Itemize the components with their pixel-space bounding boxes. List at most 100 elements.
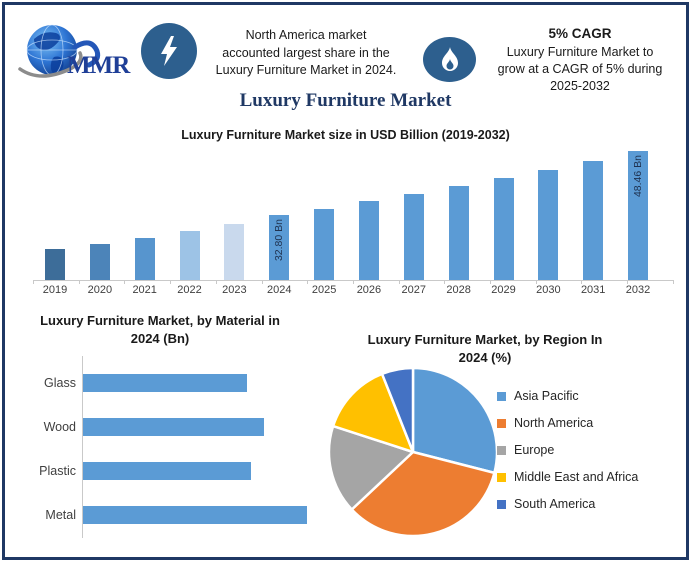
x-axis-label-2031: 2031: [580, 284, 606, 296]
bar-2027: [403, 194, 424, 280]
axis-tick: [352, 280, 354, 284]
axis-tick: [627, 280, 629, 284]
page-title: Luxury Furniture Market: [239, 90, 452, 111]
axis-tick: [170, 280, 172, 284]
cagr-note-line3: 2025-2032: [550, 79, 610, 93]
category-label-plastic: Plastic: [39, 464, 76, 478]
legend-marker-icon: [497, 472, 506, 482]
bar-glass: [83, 374, 247, 392]
axis-tick: [307, 280, 309, 284]
legend-item-europe: Europe: [497, 441, 638, 459]
pie-slice-north-america: [350, 450, 496, 538]
north-america-note: North America market accounted largest s…: [200, 27, 412, 80]
region-legend: Asia Pacific North America Europe Middle Ea…: [497, 387, 638, 522]
bar-2019: [45, 249, 65, 280]
legend-label: North America: [514, 416, 594, 430]
globe-icon: [26, 24, 78, 76]
axis-tick: [444, 280, 446, 284]
x-axis-label-2029: 2029: [491, 284, 516, 296]
x-axis-label-2025: 2025: [311, 284, 337, 296]
bar-2025: [314, 209, 335, 280]
market-size-x-axis-labels: 2019 2020 2021 2022 2023 2024 2025 2026 2027 2028…: [33, 284, 673, 300]
legend-marker-icon: [497, 391, 506, 401]
legend-marker-icon: [497, 418, 506, 428]
market-size-chart-title: Luxury Furniture Market size in USD Bill…: [181, 128, 510, 142]
axis-tick: [78, 280, 80, 284]
bar-2024: 32.80 Bn: [269, 215, 290, 280]
bar-2031: [583, 161, 604, 280]
legend-label: South America: [514, 497, 596, 511]
cagr-note-line2: grow at a CAGR of 5% during: [497, 62, 663, 76]
bar-2021: [134, 238, 155, 280]
x-axis-label-2023: 2023: [222, 284, 247, 296]
na-note-line2: accounted largest share in the: [222, 45, 390, 60]
axis-tick: [33, 280, 34, 284]
legend-marker-icon: [497, 445, 506, 455]
pie-slice-asia-pacific: [411, 366, 499, 475]
x-axis-label-2027: 2027: [401, 284, 427, 296]
bar-2030: [538, 170, 559, 280]
axis-tick: [490, 280, 491, 284]
region-chart-title-line1: Luxury Furniture Market, by Region In: [367, 332, 603, 347]
x-axis-label-2026: 2026: [356, 284, 382, 296]
cagr-block: 5% CAGR Luxury Furniture Market to grow …: [476, 26, 684, 95]
bar-metal: [83, 506, 307, 524]
legend-item-south-america: South America: [497, 495, 638, 513]
legend-item-asia-pacific: Asia Pacific: [497, 387, 638, 405]
bar-2022: [179, 231, 200, 280]
category-label-wood: Wood: [43, 420, 76, 434]
axis-tick: [398, 280, 400, 284]
x-axis-label-2022: 2022: [177, 284, 202, 296]
mmr-logo: MMR: [12, 17, 140, 83]
x-axis-label-2030: 2030: [536, 284, 561, 296]
bar-value-label-2032: 48.46 Bn: [632, 155, 645, 198]
axis-tick: [581, 280, 583, 284]
x-axis-label-2021: 2021: [132, 284, 157, 296]
bar-value-label-2024: 32.80 Bn: [273, 219, 286, 262]
pie-slice-europe: [327, 424, 415, 511]
legend-label: Middle East and Africa: [514, 470, 639, 484]
x-axis-label-2032: 2032: [625, 284, 651, 296]
bar-plastic: [83, 462, 251, 480]
logo-wordmark: MMR: [67, 52, 130, 79]
axis-tick: [672, 280, 674, 284]
bar-2028: [448, 186, 469, 280]
cagr-note-line1: Luxury Furniture Market to: [506, 45, 654, 59]
material-category-labels: Glass Wood Plastic Metal: [4, 356, 76, 538]
cagr-value: 5% CAGR: [548, 26, 612, 41]
category-label-metal: Metal: [45, 508, 76, 522]
x-axis-label-2019: 2019: [42, 284, 68, 296]
axis-tick: [124, 280, 126, 284]
legend-item-middle-east-and-africa: Middle East and Africa: [497, 468, 638, 486]
axis-tick: [215, 280, 217, 284]
material-bar-chart: [82, 356, 329, 538]
region-chart-title-line2: 2024 (%): [458, 350, 512, 365]
orbit-swoosh-icon: [18, 40, 101, 78]
legend-label: Asia Pacific: [514, 389, 579, 403]
x-axis-label-2020: 2020: [87, 284, 113, 296]
market-size-bar-chart: 32.80 Bn 48.46 Bn: [33, 145, 674, 284]
pie-slice-south-america: [380, 366, 415, 454]
region-chart-title: Luxury Furniture Market, by Region In 20…: [350, 331, 620, 367]
flame-icon: [423, 37, 476, 82]
material-chart-title: Luxury Furniture Market, by Material in …: [15, 312, 305, 348]
pie-slice-middle-east-and-africa: [331, 372, 415, 454]
axis-tick: [535, 280, 537, 284]
na-note-line3: Luxury Furniture Market in 2024.: [215, 63, 397, 77]
legend-label: Europe: [514, 443, 555, 457]
legend-marker-icon: [497, 499, 506, 509]
bar-2029: [493, 178, 514, 280]
na-note-line1: North America market: [245, 28, 367, 42]
bar-2020: [89, 244, 110, 280]
x-axis-label-2024: 2024: [267, 284, 292, 296]
bar-2032: 48.46 Bn: [628, 151, 649, 280]
bolt-icon: [141, 23, 197, 79]
axis-tick: [261, 280, 263, 284]
material-chart-title-line2: 2024 (Bn): [130, 331, 190, 346]
legend-item-north-america: North America: [497, 414, 638, 432]
cagr-note: Luxury Furniture Market to grow at a CAG…: [476, 44, 684, 95]
material-chart-title-line1: Luxury Furniture Market, by Material in: [40, 313, 280, 328]
region-pie-chart: [327, 366, 499, 538]
x-axis-label-2028: 2028: [446, 284, 471, 296]
